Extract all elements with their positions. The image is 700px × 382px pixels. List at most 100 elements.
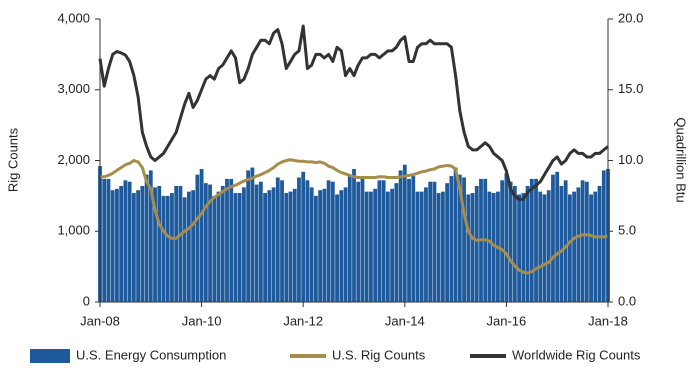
bar [487,191,492,302]
bar [144,174,149,302]
bar [208,184,212,302]
bar [313,195,318,302]
bar [136,190,141,302]
bar [559,185,564,302]
bar [373,188,378,302]
bar [551,174,555,302]
bar [292,188,297,302]
bar [335,194,339,302]
bar [284,193,289,302]
bar [225,178,229,302]
legend-label: U.S. Rig Counts [332,347,426,362]
bar [347,176,352,302]
bar [534,178,538,302]
bar [415,191,420,302]
bar [593,191,598,302]
bar [110,190,115,302]
legend-swatch [30,349,70,363]
bar [271,187,276,302]
y2-tick-label: 10.0 [618,152,643,167]
bar [102,178,107,302]
bar [246,170,251,302]
bar [445,183,450,302]
bar [258,181,263,302]
bar [555,171,560,302]
bar [242,187,246,302]
bar [263,193,268,302]
x-tick-label: Jan-10 [182,313,222,328]
y-tick-label: 1,000 [57,223,90,238]
bar [220,185,225,302]
bar [119,185,124,302]
bar [182,197,187,302]
bar [453,167,458,302]
bar [233,193,238,302]
bar [521,193,526,302]
bar [360,176,365,302]
bar [470,193,475,302]
x-tick-label: Jan-12 [283,313,323,328]
bar [491,193,496,302]
y-tick-label: 0 [83,293,90,308]
bar [563,180,568,302]
bar [318,190,323,302]
bar [424,187,428,302]
bar [212,195,217,302]
bar [402,164,407,302]
bar [398,170,403,302]
bar [567,194,572,302]
bar [115,188,119,302]
bar [394,183,399,302]
bar [127,181,132,302]
bar [254,184,259,302]
y2-tick-label: 20.0 [618,10,643,25]
bar [546,190,551,302]
bar [267,190,272,302]
bar [203,183,208,302]
bar [237,193,242,302]
y2-axis-label: Quadrillion Btu [674,117,689,202]
bar [428,181,433,302]
bar [280,180,284,302]
x-tick-label: Jan-08 [80,313,120,328]
bar [216,191,221,302]
bar [462,177,466,302]
bar [148,170,153,302]
bar [322,188,327,302]
legend-label: Worldwide Rig Counts [512,347,641,362]
x-tick-label: Jan-16 [487,313,527,328]
bar [504,173,509,302]
bar [436,193,441,302]
bar [170,193,174,302]
bar [508,181,513,302]
bar [275,177,280,302]
bar [186,191,191,302]
bar [576,187,581,302]
bar [390,188,395,302]
bar [140,185,145,302]
bar [411,176,416,302]
bar [500,180,505,302]
bar [250,167,255,302]
bar [364,191,369,302]
bar [131,193,136,302]
line [100,158,609,275]
bar [195,174,200,302]
bar [339,190,344,302]
bar [356,181,361,302]
bar [432,181,437,302]
bar [153,187,157,302]
legend-label: U.S. Energy Consumption [76,347,226,362]
bar [512,185,517,302]
bar [419,191,424,302]
y2-tick-label: 15.0 [618,81,643,96]
bar [377,180,382,302]
y-axis-label: Rig Counts [5,127,20,192]
bar [457,174,462,302]
bar [381,180,386,302]
bar [352,168,356,302]
bar [326,180,331,302]
bar [580,180,585,302]
bar [525,185,530,302]
x-tick-label: Jan-14 [385,313,425,328]
